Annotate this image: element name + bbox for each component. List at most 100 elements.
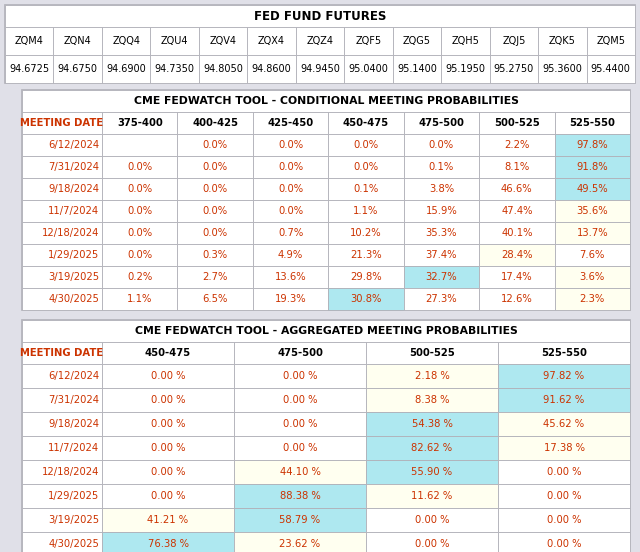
Bar: [366, 342, 498, 364]
Bar: [22, 388, 102, 412]
Bar: [150, 55, 199, 83]
Text: ZQQ4: ZQQ4: [112, 36, 140, 46]
Text: 19.3%: 19.3%: [275, 294, 307, 304]
Bar: [102, 342, 234, 364]
Text: 0.00 %: 0.00 %: [151, 443, 185, 453]
Text: 12/18/2024: 12/18/2024: [42, 228, 99, 238]
Bar: [498, 388, 630, 412]
Text: 17.4%: 17.4%: [501, 272, 532, 282]
Text: 27.3%: 27.3%: [426, 294, 457, 304]
Text: 450-475: 450-475: [145, 348, 191, 358]
Bar: [54, 55, 102, 83]
Text: ZQM4: ZQM4: [15, 36, 44, 46]
Bar: [555, 288, 630, 310]
Bar: [441, 27, 490, 55]
Bar: [328, 112, 404, 134]
Text: 32.7%: 32.7%: [426, 272, 457, 282]
Bar: [234, 508, 366, 532]
Text: 35.3%: 35.3%: [426, 228, 457, 238]
Bar: [234, 388, 366, 412]
Text: 94.6750: 94.6750: [58, 64, 98, 74]
Text: 6.5%: 6.5%: [202, 294, 228, 304]
Text: 94.6725: 94.6725: [9, 64, 49, 74]
Text: 8.38 %: 8.38 %: [415, 395, 449, 405]
Text: 475-500: 475-500: [419, 118, 465, 128]
Bar: [177, 200, 253, 222]
Text: 8.1%: 8.1%: [504, 162, 529, 172]
Bar: [498, 436, 630, 460]
Bar: [498, 412, 630, 436]
Bar: [150, 27, 199, 55]
Bar: [555, 178, 630, 200]
Bar: [22, 288, 102, 310]
Text: 41.21 %: 41.21 %: [147, 515, 189, 525]
Text: 15.9%: 15.9%: [426, 206, 458, 216]
Text: 29.8%: 29.8%: [350, 272, 382, 282]
Bar: [366, 460, 498, 484]
Bar: [234, 484, 366, 508]
Text: 425-450: 425-450: [268, 118, 314, 128]
Text: 0.0%: 0.0%: [203, 140, 228, 150]
Text: 0.0%: 0.0%: [127, 228, 152, 238]
Bar: [177, 134, 253, 156]
Bar: [253, 288, 328, 310]
Bar: [5, 5, 635, 27]
Text: ZQN4: ZQN4: [64, 36, 92, 46]
Text: 40.1%: 40.1%: [501, 228, 532, 238]
Text: 21.3%: 21.3%: [350, 250, 382, 260]
Bar: [102, 244, 177, 266]
Bar: [404, 266, 479, 288]
Bar: [253, 222, 328, 244]
Text: ZQM5: ZQM5: [596, 36, 625, 46]
Text: 475-500: 475-500: [277, 348, 323, 358]
Text: 45.62 %: 45.62 %: [543, 419, 584, 429]
Bar: [393, 55, 441, 83]
Bar: [102, 200, 177, 222]
Text: 0.00 %: 0.00 %: [151, 371, 185, 381]
Text: 0.3%: 0.3%: [203, 250, 228, 260]
Text: 13.6%: 13.6%: [275, 272, 307, 282]
Bar: [177, 178, 253, 200]
Text: 0.1%: 0.1%: [429, 162, 454, 172]
Text: 95.1400: 95.1400: [397, 64, 437, 74]
Text: 94.9450: 94.9450: [300, 64, 340, 74]
Text: 0.00 %: 0.00 %: [547, 491, 581, 501]
Bar: [22, 484, 102, 508]
Text: 17.38 %: 17.38 %: [543, 443, 584, 453]
Text: 94.7350: 94.7350: [155, 64, 195, 74]
Text: 12.6%: 12.6%: [501, 294, 532, 304]
Bar: [296, 27, 344, 55]
Text: 3.8%: 3.8%: [429, 184, 454, 194]
Text: 0.00 %: 0.00 %: [151, 491, 185, 501]
Bar: [344, 55, 393, 83]
Bar: [479, 266, 555, 288]
Text: 82.62 %: 82.62 %: [412, 443, 452, 453]
Text: 0.0%: 0.0%: [127, 206, 152, 216]
Text: 7.6%: 7.6%: [580, 250, 605, 260]
Bar: [102, 156, 177, 178]
Bar: [22, 178, 102, 200]
Bar: [253, 112, 328, 134]
Text: 10.2%: 10.2%: [350, 228, 382, 238]
Text: 11.62 %: 11.62 %: [412, 491, 452, 501]
Bar: [555, 222, 630, 244]
Bar: [498, 342, 630, 364]
Bar: [404, 288, 479, 310]
Text: 0.0%: 0.0%: [127, 162, 152, 172]
Bar: [404, 134, 479, 156]
Text: 23.62 %: 23.62 %: [280, 539, 321, 549]
Text: 2.2%: 2.2%: [504, 140, 529, 150]
Text: ZQX4: ZQX4: [258, 36, 285, 46]
Bar: [247, 55, 296, 83]
Text: 0.00 %: 0.00 %: [283, 419, 317, 429]
Text: ZQZ4: ZQZ4: [307, 36, 333, 46]
Bar: [555, 156, 630, 178]
Text: 2.7%: 2.7%: [202, 272, 228, 282]
Bar: [366, 388, 498, 412]
Bar: [404, 112, 479, 134]
Text: 0.0%: 0.0%: [278, 162, 303, 172]
Text: 91.8%: 91.8%: [577, 162, 608, 172]
Bar: [404, 244, 479, 266]
Bar: [498, 508, 630, 532]
Bar: [479, 200, 555, 222]
